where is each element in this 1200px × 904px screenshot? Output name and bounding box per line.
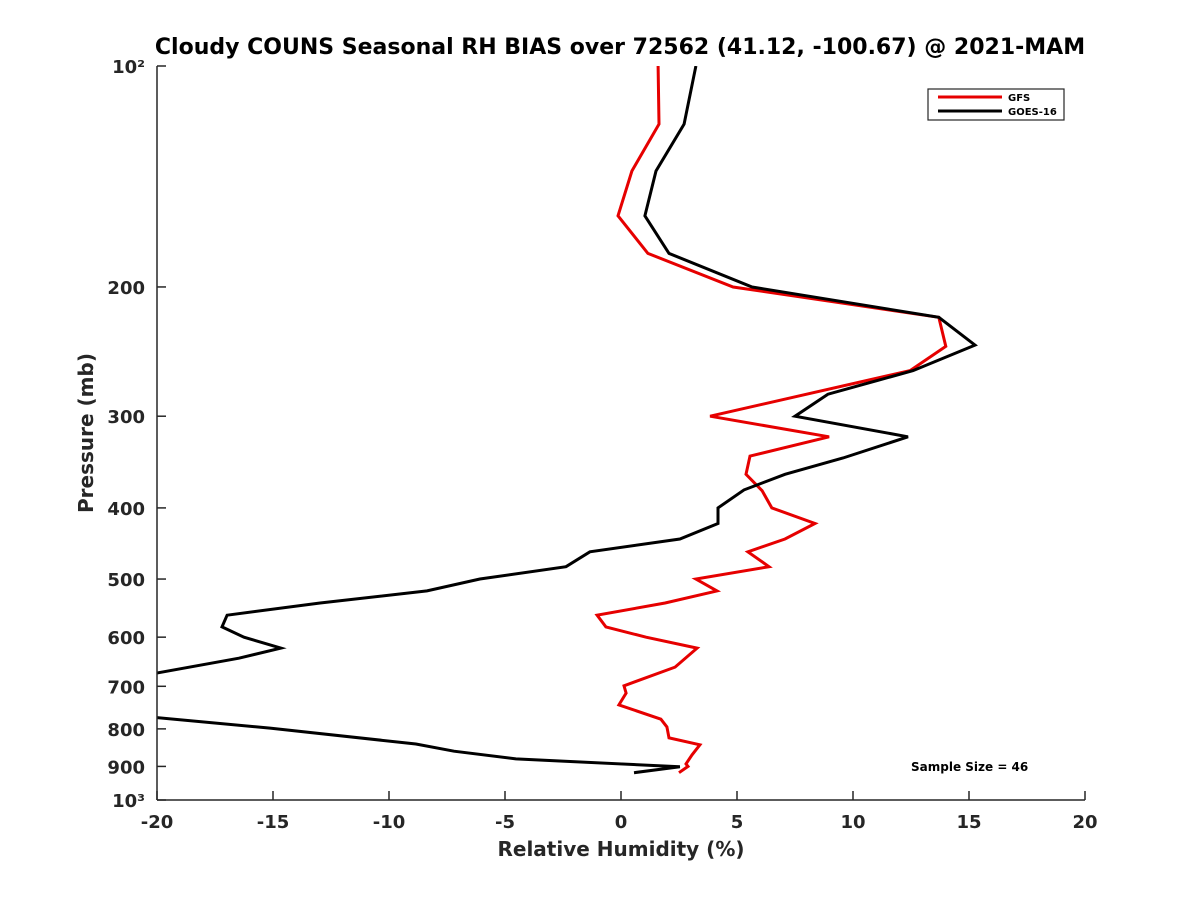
x-tick-label: -20	[141, 812, 174, 833]
series-line-gfs	[594, 66, 948, 774]
y-tick-label: 500	[107, 570, 145, 591]
legend-label-goes16: GOES-16	[1008, 107, 1057, 118]
x-tick-label: -15	[257, 812, 290, 833]
x-tick-label: -5	[495, 812, 515, 833]
y-tick-label: 400	[107, 499, 145, 520]
legend-box	[927, 88, 1065, 121]
x-tick-label: 0	[615, 812, 628, 833]
y-ticks: 10² 200 300 400 500 600 700 800 900 10³	[107, 57, 166, 812]
y-tick-label: 900	[107, 757, 145, 778]
x-ticks: -20 -15 -10 -5 0 5 10 15 20	[141, 791, 1098, 833]
y-tick-label: 600	[107, 628, 145, 649]
x-tick-label: 5	[731, 812, 744, 833]
legend: GFS GOES-16	[927, 88, 1065, 121]
series-layer	[157, 66, 978, 775]
x-axis-label: Relative Humidity (%)	[497, 837, 744, 861]
y-tick-label: 10³	[112, 791, 145, 812]
x-tick-label: -10	[373, 812, 406, 833]
y-tick-label: 300	[107, 407, 145, 428]
y-tick-label: 200	[107, 278, 145, 299]
sample-size-annotation: Sample Size = 46	[911, 760, 1028, 774]
y-axis-label: Pressure (mb)	[74, 353, 98, 513]
x-tick-label: 10	[840, 812, 865, 833]
y-tick-label: 800	[107, 720, 145, 741]
legend-label-gfs: GFS	[1008, 93, 1030, 104]
x-tick-label: 15	[956, 812, 981, 833]
chart-title: Cloudy COUNS Seasonal RH BIAS over 72562…	[155, 35, 1085, 60]
series-line-goes-16	[157, 66, 978, 775]
y-tick-label: 700	[107, 677, 145, 698]
x-tick-label: 20	[1072, 812, 1097, 833]
y-tick-label: 10²	[112, 57, 145, 78]
